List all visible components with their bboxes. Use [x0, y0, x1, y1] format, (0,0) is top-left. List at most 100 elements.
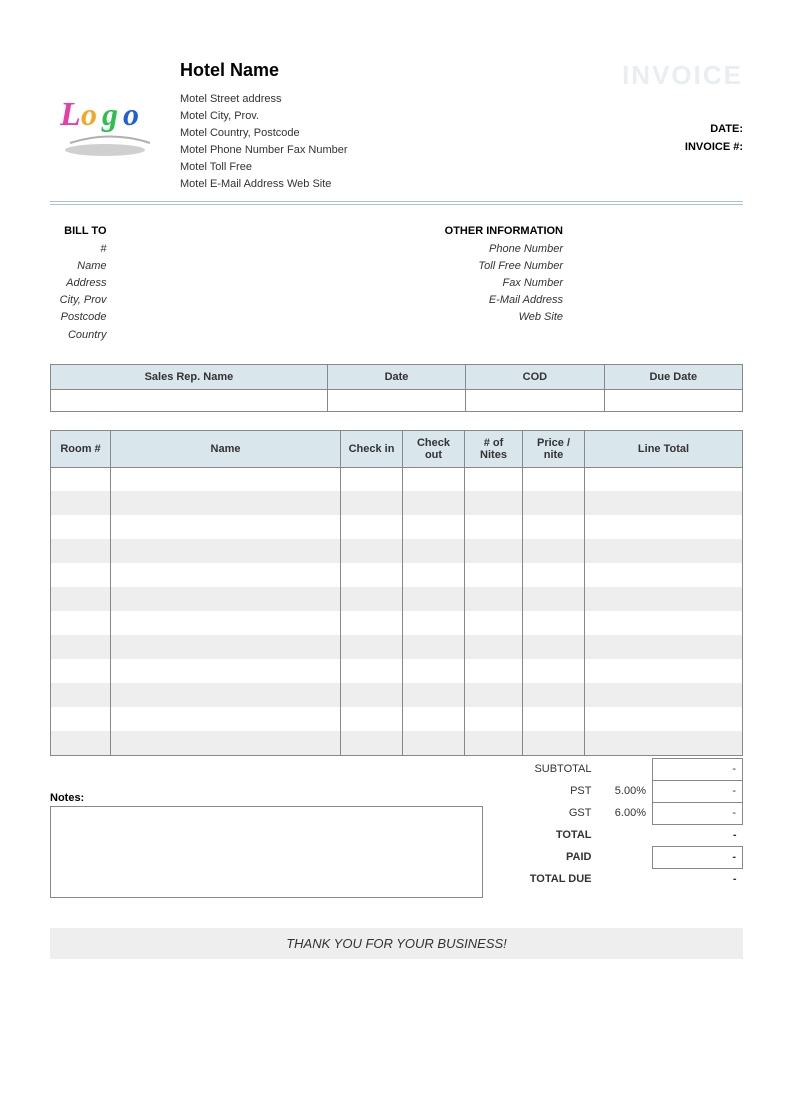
- table-cell[interactable]: [111, 611, 341, 635]
- table-cell[interactable]: [403, 587, 465, 611]
- table-cell[interactable]: [111, 539, 341, 563]
- table-cell[interactable]: [341, 587, 403, 611]
- table-cell[interactable]: [585, 659, 743, 683]
- table-cell[interactable]: [523, 635, 585, 659]
- table-cell[interactable]: [111, 467, 341, 491]
- totals-area: SUBTOTAL - PST 5.00% - GST 6.00% - TOTAL…: [503, 758, 743, 898]
- table-cell[interactable]: [465, 659, 523, 683]
- bill-to-heading: BILL TO: [50, 225, 107, 237]
- table-cell[interactable]: [403, 563, 465, 587]
- table-cell[interactable]: [51, 731, 111, 755]
- table-cell[interactable]: [523, 659, 585, 683]
- table-cell[interactable]: [341, 515, 403, 539]
- table-cell[interactable]: [51, 515, 111, 539]
- table-cell[interactable]: [465, 539, 523, 563]
- table-cell[interactable]: [51, 659, 111, 683]
- table-cell[interactable]: [585, 731, 743, 755]
- table-cell[interactable]: [523, 683, 585, 707]
- table-cell[interactable]: [585, 683, 743, 707]
- table-cell[interactable]: [403, 731, 465, 755]
- table-cell[interactable]: [51, 491, 111, 515]
- table-cell[interactable]: [465, 467, 523, 491]
- pst-rate: 5.00%: [598, 780, 653, 802]
- subtotal-label: SUBTOTAL: [503, 758, 598, 780]
- table-cell[interactable]: [403, 467, 465, 491]
- table-cell[interactable]: [403, 515, 465, 539]
- table-cell[interactable]: [523, 731, 585, 755]
- table-cell[interactable]: [111, 707, 341, 731]
- meta-row: [51, 389, 743, 411]
- table-cell[interactable]: [111, 659, 341, 683]
- table-cell[interactable]: [111, 515, 341, 539]
- table-cell[interactable]: [465, 587, 523, 611]
- table-cell[interactable]: [585, 611, 743, 635]
- table-cell[interactable]: [403, 683, 465, 707]
- table-cell[interactable]: [465, 491, 523, 515]
- table-cell[interactable]: [403, 707, 465, 731]
- table-cell[interactable]: [523, 611, 585, 635]
- table-cell[interactable]: [111, 491, 341, 515]
- table-cell[interactable]: [51, 707, 111, 731]
- table-cell[interactable]: [523, 515, 585, 539]
- table-cell[interactable]: [403, 659, 465, 683]
- table-cell[interactable]: [465, 563, 523, 587]
- meta-cell-date[interactable]: [327, 389, 465, 411]
- table-cell[interactable]: [403, 635, 465, 659]
- table-cell[interactable]: [341, 563, 403, 587]
- table-cell[interactable]: [585, 707, 743, 731]
- table-cell[interactable]: [523, 587, 585, 611]
- meta-cell-cod[interactable]: [466, 389, 604, 411]
- table-cell[interactable]: [523, 707, 585, 731]
- table-cell[interactable]: [51, 467, 111, 491]
- table-cell[interactable]: [523, 563, 585, 587]
- table-cell[interactable]: [341, 611, 403, 635]
- table-cell[interactable]: [465, 635, 523, 659]
- other-line-0: Phone Number: [397, 241, 564, 258]
- table-cell[interactable]: [111, 563, 341, 587]
- items-col-linetotal: Line Total: [585, 430, 743, 467]
- table-cell[interactable]: [585, 515, 743, 539]
- table-cell[interactable]: [341, 683, 403, 707]
- table-cell[interactable]: [585, 539, 743, 563]
- table-cell[interactable]: [465, 611, 523, 635]
- table-cell[interactable]: [51, 563, 111, 587]
- meta-col-salesrep: Sales Rep. Name: [51, 364, 328, 389]
- table-cell[interactable]: [111, 635, 341, 659]
- table-cell[interactable]: [111, 731, 341, 755]
- table-cell[interactable]: [465, 731, 523, 755]
- table-cell[interactable]: [465, 707, 523, 731]
- table-cell[interactable]: [403, 611, 465, 635]
- table-cell[interactable]: [51, 635, 111, 659]
- table-cell[interactable]: [51, 587, 111, 611]
- table-cell[interactable]: [341, 659, 403, 683]
- table-cell[interactable]: [403, 491, 465, 515]
- logo-box: L o g o: [50, 60, 170, 193]
- table-cell[interactable]: [585, 587, 743, 611]
- table-cell[interactable]: [465, 683, 523, 707]
- notes-box[interactable]: [50, 806, 483, 898]
- table-cell[interactable]: [341, 635, 403, 659]
- table-cell[interactable]: [585, 491, 743, 515]
- table-cell[interactable]: [51, 683, 111, 707]
- table-cell[interactable]: [523, 467, 585, 491]
- meta-cell-salesrep[interactable]: [51, 389, 328, 411]
- table-cell[interactable]: [585, 563, 743, 587]
- items-col-price: Price / nite: [523, 430, 585, 467]
- meta-cell-duedate[interactable]: [604, 389, 742, 411]
- table-cell[interactable]: [51, 611, 111, 635]
- table-cell[interactable]: [111, 587, 341, 611]
- table-cell[interactable]: [465, 515, 523, 539]
- table-cell[interactable]: [585, 635, 743, 659]
- table-cell[interactable]: [523, 539, 585, 563]
- table-cell[interactable]: [111, 683, 341, 707]
- table-cell[interactable]: [51, 539, 111, 563]
- items-col-nites: # of Nites: [465, 430, 523, 467]
- table-cell[interactable]: [341, 539, 403, 563]
- table-cell[interactable]: [403, 539, 465, 563]
- table-cell[interactable]: [341, 467, 403, 491]
- table-cell[interactable]: [341, 707, 403, 731]
- table-cell[interactable]: [523, 491, 585, 515]
- table-cell[interactable]: [585, 467, 743, 491]
- table-cell[interactable]: [341, 491, 403, 515]
- table-cell[interactable]: [341, 731, 403, 755]
